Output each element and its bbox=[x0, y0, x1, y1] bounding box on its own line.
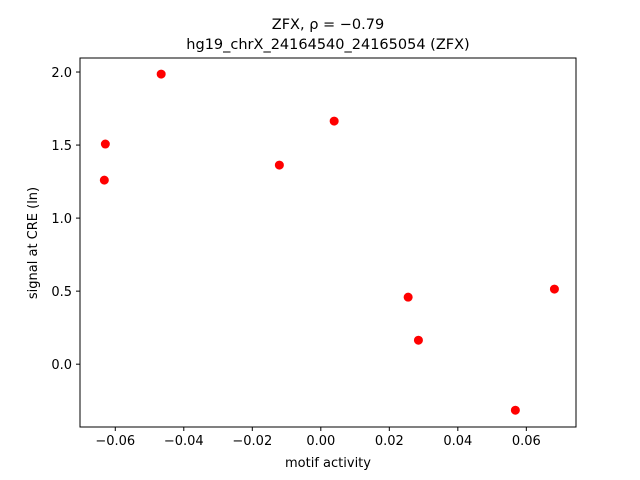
y-axis-label: signal at CRE (ln) bbox=[26, 187, 41, 299]
point bbox=[549, 284, 559, 294]
x-tick-label: 0.02 bbox=[375, 434, 404, 449]
y-tick-label: 1.0 bbox=[51, 212, 72, 227]
y-tick-label: 2.0 bbox=[51, 66, 72, 81]
chart-subtitle: hg19_chrX_24164540_24165054 (ZFX) bbox=[186, 37, 469, 53]
y-tick-label: 0.0 bbox=[51, 358, 72, 373]
point bbox=[329, 116, 339, 126]
x-tick-label: 0.06 bbox=[512, 434, 541, 449]
point bbox=[99, 175, 109, 185]
y-tick-label: 1.5 bbox=[51, 139, 72, 154]
point bbox=[274, 160, 284, 170]
x-tick-label: −0.06 bbox=[95, 434, 135, 449]
y-tick-label: 0.5 bbox=[51, 285, 72, 300]
x-axis-label: motif activity bbox=[285, 456, 371, 471]
point bbox=[403, 292, 413, 302]
point bbox=[100, 139, 110, 149]
point bbox=[413, 335, 423, 345]
x-tick-label: 0.00 bbox=[306, 434, 335, 449]
point bbox=[510, 405, 520, 415]
x-tick-label: 0.04 bbox=[443, 434, 472, 449]
x-tick-label: −0.02 bbox=[232, 434, 272, 449]
plot-frame bbox=[79, 57, 577, 428]
x-tick-label: −0.04 bbox=[164, 434, 204, 449]
chart-title: ZFX, ρ = −0.79 bbox=[272, 17, 384, 33]
point bbox=[156, 69, 166, 79]
